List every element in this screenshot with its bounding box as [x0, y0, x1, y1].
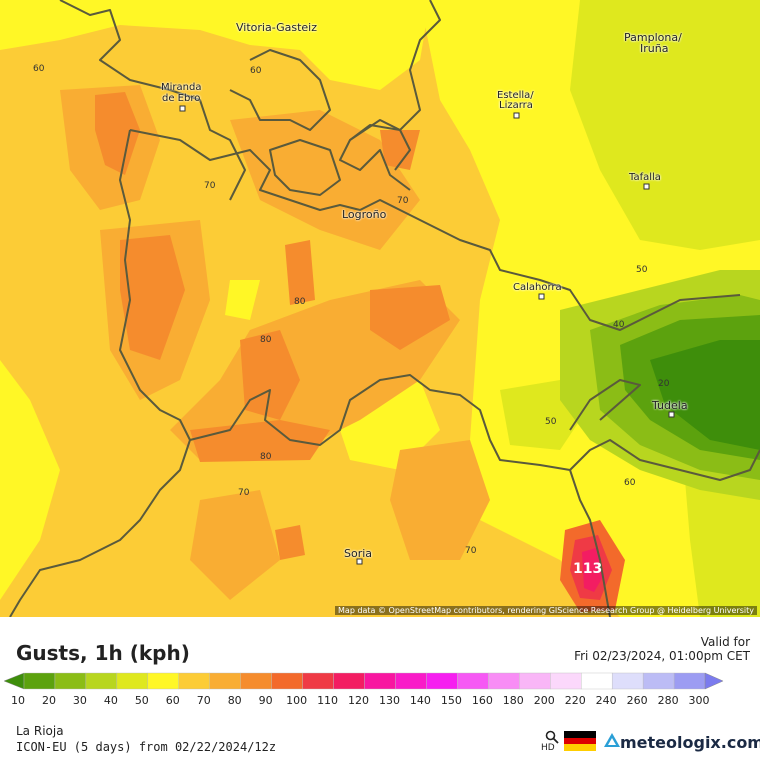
color-scale: 10 20 30 40 50 60 70 80 90 100 110 120 130 140 150 160 1…	[3, 672, 724, 707]
scale-swatch	[611, 672, 644, 690]
gust-map-svg	[0, 0, 760, 618]
scale-swatch	[673, 672, 706, 690]
city-label-estella: Estella/	[497, 90, 534, 101]
scale-swatch	[488, 672, 520, 690]
scale-tick-label: 30	[73, 694, 87, 707]
scale-tick-label: 10	[11, 694, 25, 707]
hd-label[interactable]: HD	[541, 743, 555, 753]
scale-tick-label: 60	[166, 694, 180, 707]
contour-label: 60	[33, 64, 45, 74]
valid-label: Valid for	[700, 635, 750, 649]
scale-arrow-left	[3, 672, 25, 690]
legend-panel: Gusts, 1h (kph) Valid for Fri 02/23/2024…	[0, 617, 760, 760]
contour-label: 40	[613, 320, 625, 330]
city-label-de-ebro: de Ebro	[162, 93, 201, 104]
scale-tick-label: 150	[441, 694, 462, 707]
scale-swatch	[85, 672, 118, 690]
contour-label: 70	[238, 488, 250, 498]
germany-flag-icon[interactable]	[564, 731, 596, 751]
scale-tick-label: 180	[503, 694, 524, 707]
legend-title: Gusts, 1h (kph)	[16, 641, 190, 665]
scale-swatch	[302, 672, 334, 690]
contour-label: 70	[465, 546, 477, 556]
scale-tick-label: 240	[596, 694, 617, 707]
contour-label: 60	[250, 66, 262, 76]
scale-swatch	[519, 672, 551, 690]
scale-swatch	[23, 672, 56, 690]
scale-swatch	[333, 672, 365, 690]
city-label-logrono: Logroño	[342, 208, 387, 221]
scale-tick-label: 40	[104, 694, 118, 707]
scale-tick-label: 50	[135, 694, 149, 707]
city-label-calahorra: Calahorra	[513, 282, 562, 293]
scale-swatch	[395, 672, 427, 690]
scale-tick-label: 220	[565, 694, 586, 707]
city-label-pamplona: Pamplona/	[624, 31, 682, 44]
contour-label: 80	[260, 452, 272, 462]
scale-tick-label: 80	[228, 694, 242, 707]
model-run: ICON-EU (5 days) from 02/22/2024/12z	[16, 740, 277, 754]
map-view[interactable]: Vitoria-Gasteiz Pamplona/ Iruña Miranda …	[0, 0, 760, 618]
contour-label: 70	[204, 181, 216, 191]
scale-swatch	[178, 672, 210, 690]
scale-swatch	[642, 672, 675, 690]
scale-swatch	[54, 672, 87, 690]
scale-swatch	[147, 672, 179, 690]
region-borders	[9, 0, 760, 618]
max-gust-value: 113	[573, 561, 603, 577]
contour-label: 20	[658, 379, 670, 389]
city-label-miranda: Miranda	[161, 82, 202, 93]
brand-name[interactable]: meteologix.com	[620, 733, 760, 752]
scale-tick-label: 20	[42, 694, 56, 707]
contour-label: 80	[260, 335, 272, 345]
valid-time: Fri 02/23/2024, 01:00pm CET	[574, 649, 750, 663]
scale-swatch	[457, 672, 489, 690]
scale-tick-label: 260	[627, 694, 648, 707]
scale-tick-label: 70	[197, 694, 211, 707]
meteologix-logo-icon	[604, 733, 620, 747]
scale-tick-label: 120	[348, 694, 369, 707]
scale-tick-label: 130	[379, 694, 400, 707]
contour-label: 50	[545, 417, 557, 427]
scale-swatch	[240, 672, 272, 690]
contour-label: 80	[294, 297, 306, 307]
contour-label: 60	[624, 478, 636, 488]
scale-tick-label: 160	[472, 694, 493, 707]
scale-tick-label: 140	[410, 694, 431, 707]
scale-arrow-right	[704, 672, 724, 690]
scale-swatch	[209, 672, 241, 690]
map-attribution: Map data © OpenStreetMap contributors, r…	[335, 606, 757, 615]
scale-tick-label: 100	[286, 694, 307, 707]
scale-swatch	[550, 672, 582, 690]
scale-swatch	[364, 672, 396, 690]
scale-swatch	[426, 672, 458, 690]
contour-label: 70	[397, 196, 409, 206]
region-name: La Rioja	[16, 724, 64, 738]
scale-tick-label: 280	[658, 694, 679, 707]
city-label-soria: Soria	[344, 547, 373, 560]
scale-swatch	[116, 672, 149, 690]
scale-tick-label: 200	[534, 694, 555, 707]
city-label-lizarra: Lizarra	[499, 100, 533, 111]
scale-swatch	[581, 672, 613, 690]
scale-swatch	[271, 672, 303, 690]
city-label-iruna: Iruña	[640, 42, 669, 55]
search-icon[interactable]	[545, 730, 559, 744]
city-label-tafalla: Tafalla	[629, 172, 661, 183]
city-label-vitoria: Vitoria-Gasteiz	[236, 21, 317, 34]
contour-label: 50	[636, 265, 648, 275]
scale-tick-label: 90	[259, 694, 273, 707]
scale-tick-label: 110	[317, 694, 338, 707]
city-label-tudela: Tudela	[652, 399, 688, 412]
scale-tick-label: 300	[689, 694, 710, 707]
